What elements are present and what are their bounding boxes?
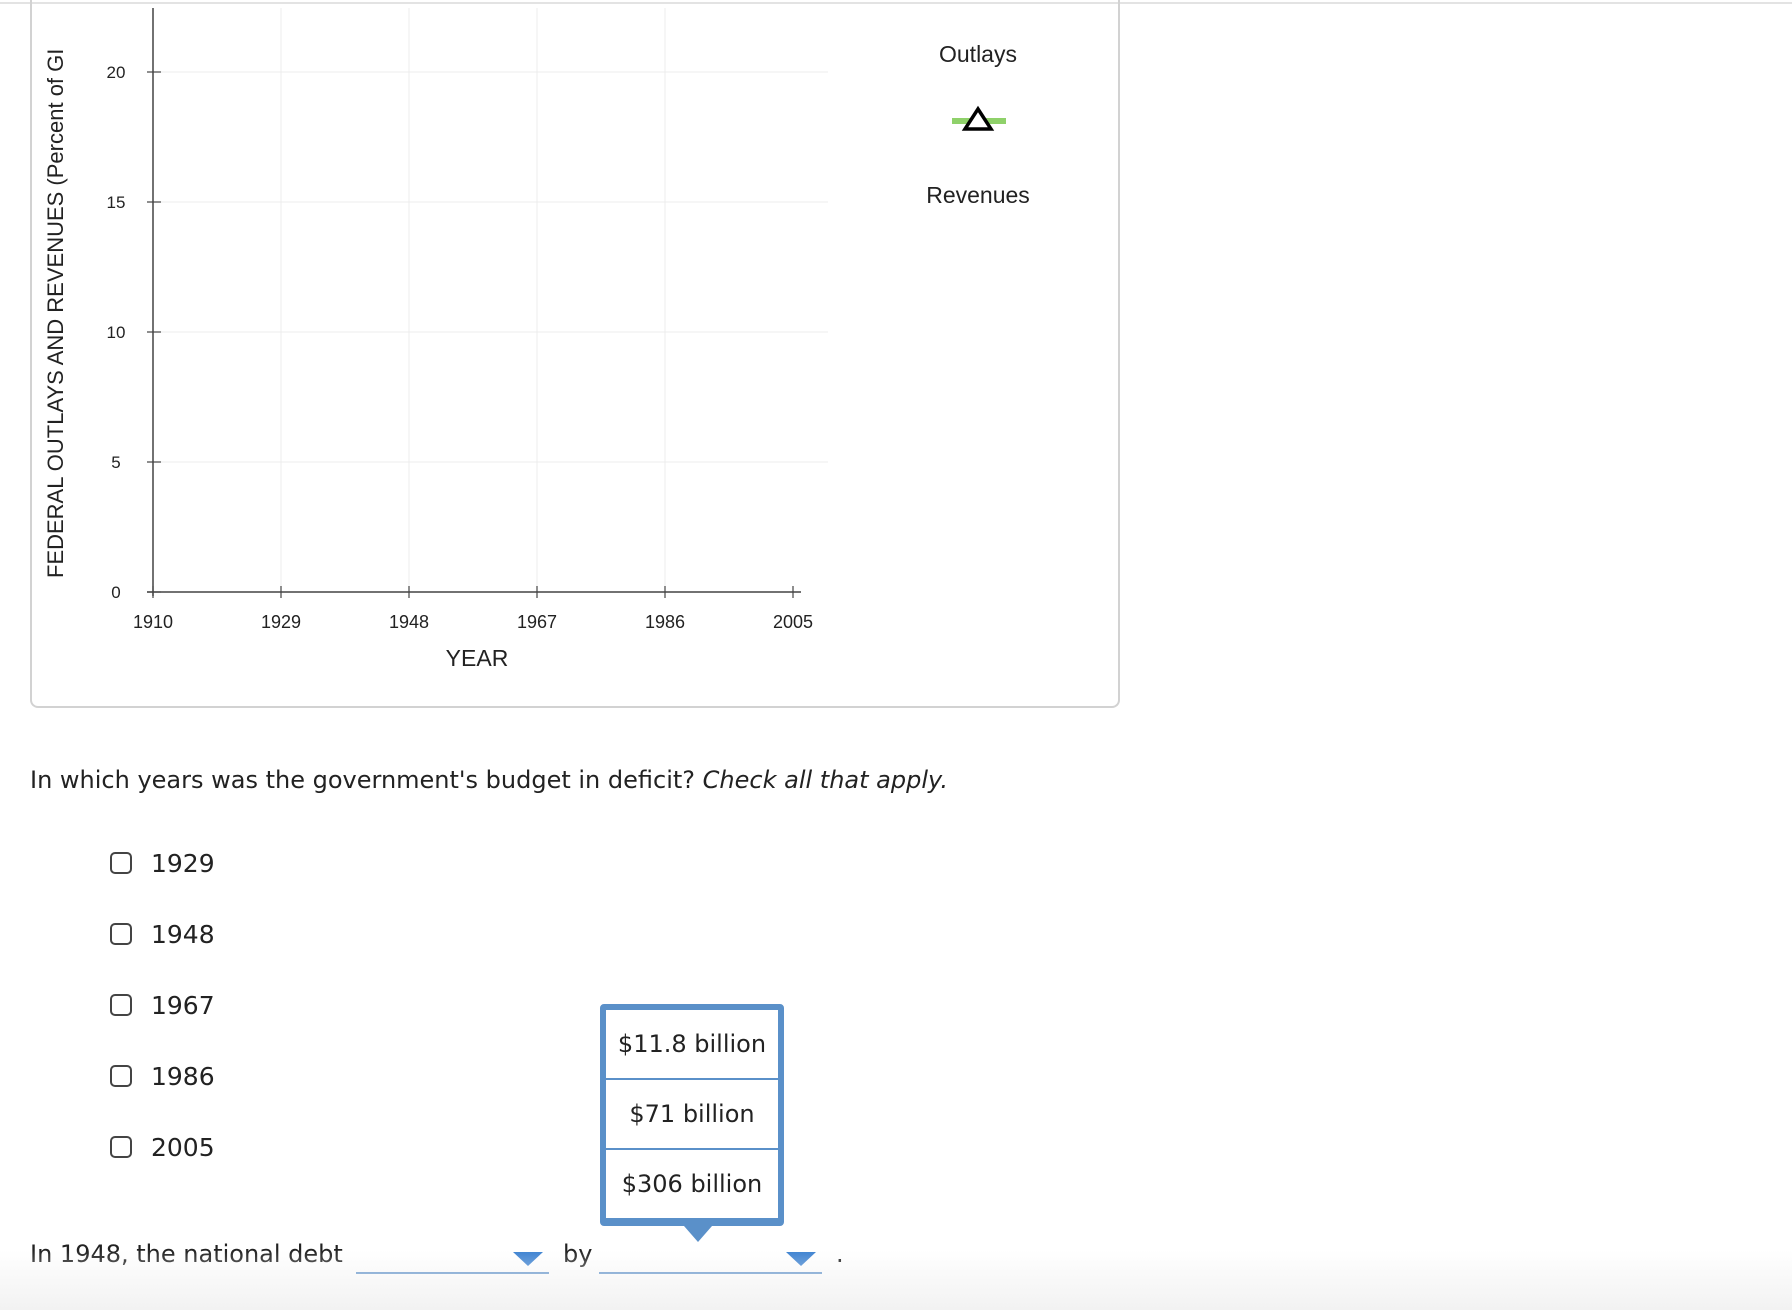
y-tick-label-15: 15 bbox=[107, 193, 126, 212]
x-tick-label-1948: 1948 bbox=[389, 612, 429, 632]
legend-triangle-icon bbox=[961, 105, 995, 131]
x-tick-label-2005: 2005 bbox=[773, 612, 813, 632]
amount-options-popup: $11.8 billion $71 billion $306 billion bbox=[600, 1004, 784, 1242]
y-tick-label-10: 10 bbox=[107, 323, 126, 342]
checkbox-2005[interactable] bbox=[110, 1136, 132, 1158]
option-1929[interactable]: 1929 bbox=[110, 846, 215, 880]
option-1986[interactable]: 1986 bbox=[110, 1059, 215, 1093]
option-2005[interactable]: 2005 bbox=[110, 1130, 215, 1164]
top-divider bbox=[0, 2, 1792, 4]
option-label-2005: 2005 bbox=[151, 1132, 215, 1162]
budget-chart: 0 5 10 15 20 1910 1929 1948 1967 1986 2005 YEAR FEDE… bbox=[43, 8, 1030, 671]
popup-option-306-billion[interactable]: $306 billion bbox=[606, 1150, 778, 1220]
x-tick-label-1967: 1967 bbox=[517, 612, 557, 632]
question-hint: Check all that apply. bbox=[702, 766, 948, 794]
checkbox-1967[interactable] bbox=[110, 994, 132, 1016]
checkbox-1929[interactable] bbox=[110, 852, 132, 874]
popup-pointer bbox=[684, 1226, 712, 1242]
bottom-fade bbox=[0, 1250, 1792, 1310]
question-main: In which years was the government's budg… bbox=[30, 766, 696, 794]
y-tick-label-0: 0 bbox=[111, 583, 120, 602]
checkbox-1986[interactable] bbox=[110, 1065, 132, 1087]
option-label-1929: 1929 bbox=[151, 848, 215, 878]
option-label-1986: 1986 bbox=[151, 1061, 215, 1091]
option-label-1948: 1948 bbox=[151, 919, 215, 949]
graph-panel: 0 5 10 15 20 1910 1929 1948 1967 1986 2005 YEAR FEDE… bbox=[30, 0, 1120, 708]
x-tick-label-1910: 1910 bbox=[133, 612, 173, 632]
checkbox-1948[interactable] bbox=[110, 923, 132, 945]
legend-label-revenues: Revenues bbox=[926, 182, 1030, 208]
popup-option-11-8-billion[interactable]: $11.8 billion bbox=[606, 1010, 778, 1080]
popup-option-71-billion[interactable]: $71 billion bbox=[606, 1080, 778, 1150]
option-1948[interactable]: 1948 bbox=[110, 917, 215, 951]
y-tick-label-20: 20 bbox=[107, 63, 126, 82]
option-label-1967: 1967 bbox=[151, 990, 215, 1020]
option-1967[interactable]: 1967 bbox=[110, 988, 215, 1022]
y-tick-label-5: 5 bbox=[111, 453, 120, 472]
x-tick-label-1986: 1986 bbox=[645, 612, 685, 632]
legend-label-outlays: Outlays bbox=[939, 41, 1017, 67]
question-text: In which years was the government's budg… bbox=[30, 766, 948, 794]
x-axis-title: YEAR bbox=[446, 645, 509, 671]
y-axis-title: FEDERAL OUTLAYS AND REVENUES (Percent of… bbox=[43, 49, 68, 578]
x-tick-label-1929: 1929 bbox=[261, 612, 301, 632]
